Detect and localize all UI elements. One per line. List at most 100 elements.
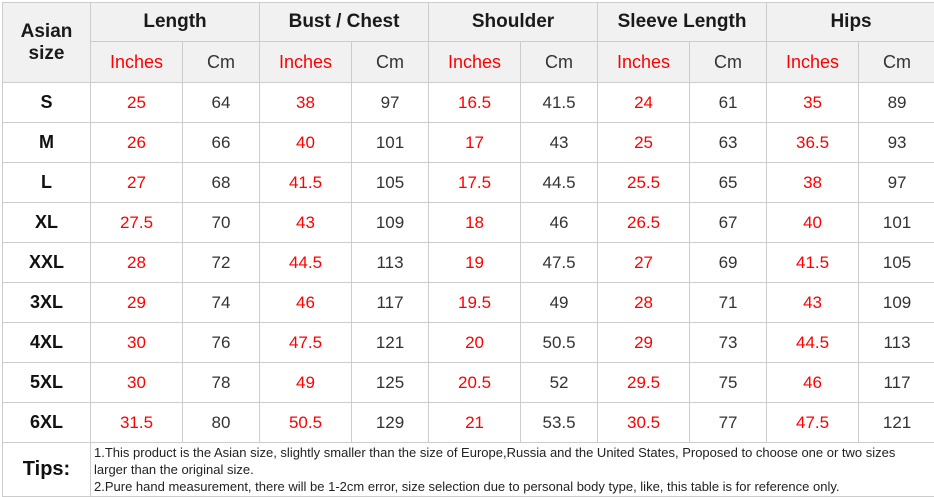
size-label: M — [3, 123, 91, 163]
value-cm: 121 — [859, 403, 934, 443]
value-inches: 27 — [598, 243, 690, 283]
value-cm: 97 — [352, 83, 429, 123]
value-cm: 47.5 — [521, 243, 598, 283]
value-inches: 28 — [91, 243, 183, 283]
value-cm: 50.5 — [521, 323, 598, 363]
value-inches: 21 — [429, 403, 521, 443]
corner-header-asian-size: Asian size — [3, 3, 91, 83]
value-inches: 29.5 — [598, 363, 690, 403]
value-inches: 43 — [767, 283, 859, 323]
value-inches: 16.5 — [429, 83, 521, 123]
value-cm: 61 — [690, 83, 767, 123]
value-inches: 30.5 — [598, 403, 690, 443]
value-inches: 38 — [260, 83, 352, 123]
unit-header-cm: Cm — [183, 42, 260, 83]
unit-header-inches: Inches — [598, 42, 690, 83]
value-inches: 18 — [429, 203, 521, 243]
value-inches: 41.5 — [767, 243, 859, 283]
value-cm: 113 — [859, 323, 934, 363]
group-header-sleeve-length: Sleeve Length — [598, 3, 767, 42]
unit-header-inches: Inches — [91, 42, 183, 83]
value-cm: 63 — [690, 123, 767, 163]
value-inches: 20 — [429, 323, 521, 363]
value-inches: 43 — [260, 203, 352, 243]
unit-header-cm: Cm — [352, 42, 429, 83]
value-cm: 109 — [859, 283, 934, 323]
group-header-bust-chest: Bust / Chest — [260, 3, 429, 42]
value-cm: 101 — [352, 123, 429, 163]
unit-header-cm: Cm — [690, 42, 767, 83]
size-label: S — [3, 83, 91, 123]
value-inches: 50.5 — [260, 403, 352, 443]
value-cm: 72 — [183, 243, 260, 283]
value-cm: 80 — [183, 403, 260, 443]
value-inches: 40 — [767, 203, 859, 243]
value-inches: 17.5 — [429, 163, 521, 203]
value-inches: 25 — [91, 83, 183, 123]
value-inches: 24 — [598, 83, 690, 123]
tips-line: 1.This product is the Asian size, slight… — [94, 444, 932, 478]
group-header-row: Asian size Length Bust / Chest Shoulder … — [3, 3, 934, 42]
value-cm: 121 — [352, 323, 429, 363]
value-inches: 46 — [260, 283, 352, 323]
group-header-length: Length — [91, 3, 260, 42]
value-inches: 25 — [598, 123, 690, 163]
value-inches: 40 — [260, 123, 352, 163]
value-inches: 28 — [598, 283, 690, 323]
value-inches: 20.5 — [429, 363, 521, 403]
value-cm: 105 — [352, 163, 429, 203]
value-inches: 27.5 — [91, 203, 183, 243]
value-cm: 67 — [690, 203, 767, 243]
value-inches: 27 — [91, 163, 183, 203]
table-header: Asian size Length Bust / Chest Shoulder … — [3, 3, 934, 83]
value-cm: 101 — [859, 203, 934, 243]
size-label: XXL — [3, 243, 91, 283]
value-cm: 69 — [690, 243, 767, 283]
value-inches: 47.5 — [767, 403, 859, 443]
value-inches: 36.5 — [767, 123, 859, 163]
group-header-shoulder: Shoulder — [429, 3, 598, 42]
value-cm: 49 — [521, 283, 598, 323]
value-cm: 71 — [690, 283, 767, 323]
size-label: 6XL — [3, 403, 91, 443]
unit-header-inches: Inches — [260, 42, 352, 83]
unit-header-inches: Inches — [429, 42, 521, 83]
value-inches: 38 — [767, 163, 859, 203]
value-cm: 75 — [690, 363, 767, 403]
value-cm: 70 — [183, 203, 260, 243]
size-label: 4XL — [3, 323, 91, 363]
value-cm: 74 — [183, 283, 260, 323]
value-cm: 76 — [183, 323, 260, 363]
value-cm: 117 — [859, 363, 934, 403]
value-cm: 44.5 — [521, 163, 598, 203]
value-inches: 26 — [91, 123, 183, 163]
value-cm: 125 — [352, 363, 429, 403]
value-cm: 46 — [521, 203, 598, 243]
size-label: 5XL — [3, 363, 91, 403]
value-cm: 97 — [859, 163, 934, 203]
value-inches: 41.5 — [260, 163, 352, 203]
value-inches: 44.5 — [767, 323, 859, 363]
size-label: XL — [3, 203, 91, 243]
group-header-hips: Hips — [767, 3, 934, 42]
value-inches: 49 — [260, 363, 352, 403]
value-cm: 53.5 — [521, 403, 598, 443]
tips-label: Tips: — [3, 443, 91, 497]
value-cm: 129 — [352, 403, 429, 443]
value-inches: 17 — [429, 123, 521, 163]
value-inches: 30 — [91, 363, 183, 403]
value-cm: 43 — [521, 123, 598, 163]
value-inches: 29 — [598, 323, 690, 363]
size-label: L — [3, 163, 91, 203]
